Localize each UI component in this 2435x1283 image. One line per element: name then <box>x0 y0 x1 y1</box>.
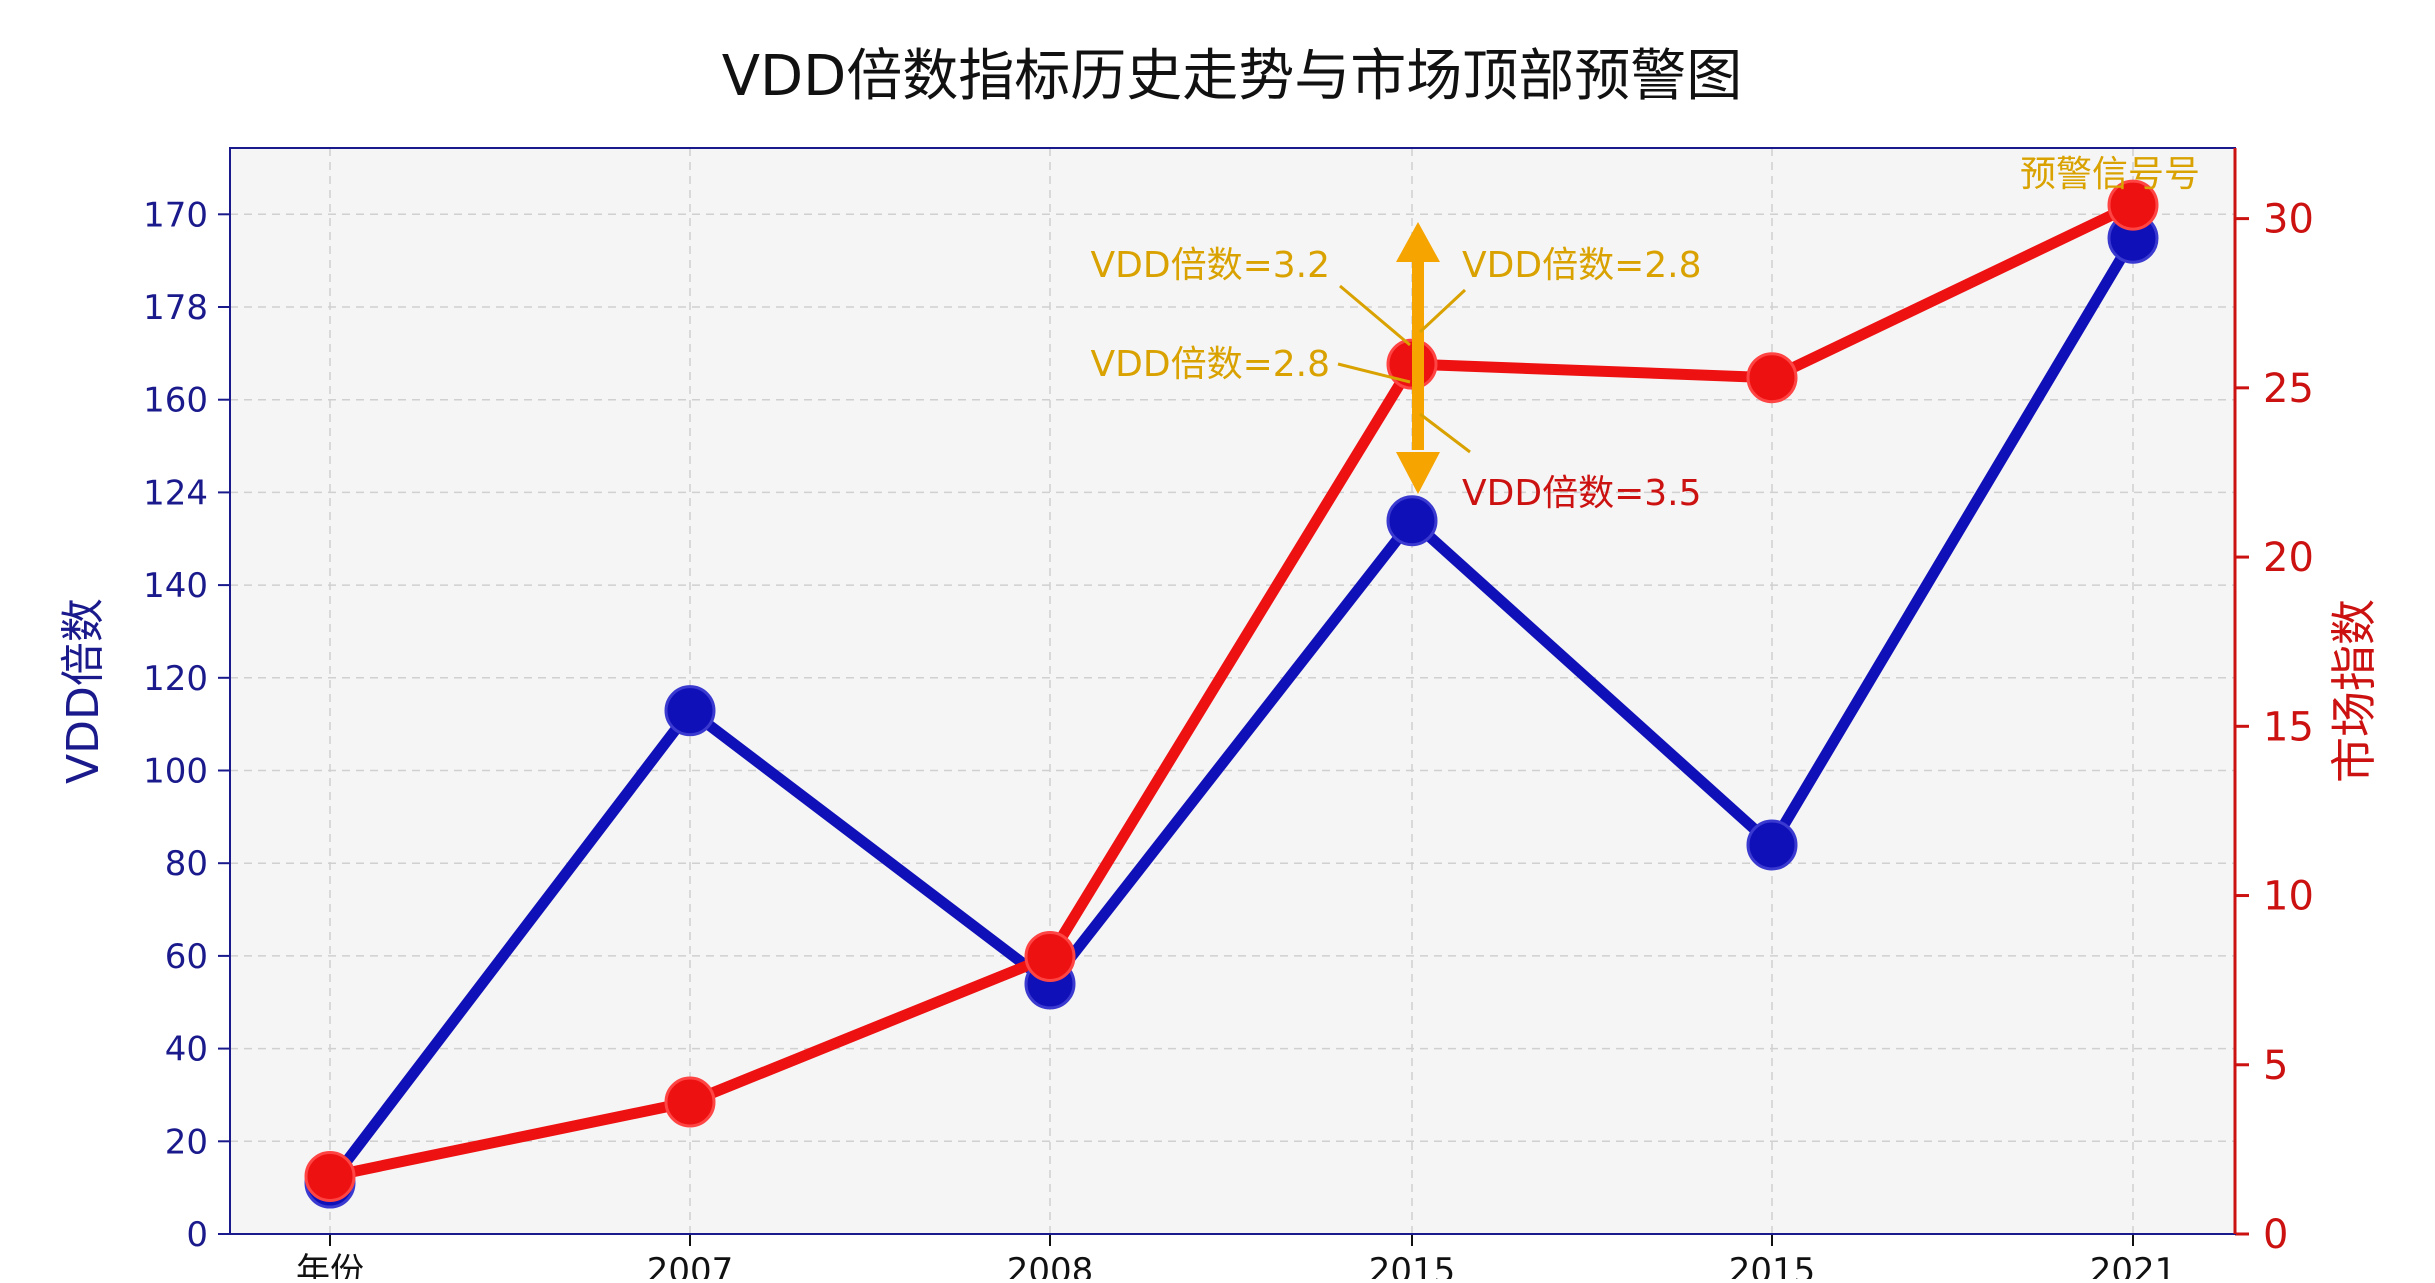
annotation-leader <box>1419 412 1471 454</box>
y-left-tick-label: 100 <box>143 752 208 792</box>
y-axis-left-ticks: 0 20 40 60 80 100 120 140 124 160 178 170 <box>143 195 230 1255</box>
x-tick-label: 2021 <box>2090 1251 2177 1279</box>
x-tick-label: 2007 <box>647 1251 734 1279</box>
y-right-tick-label: 0 <box>2263 1212 2288 1258</box>
series-1-point <box>664 1076 716 1128</box>
y-right-tick-label: 5 <box>2263 1043 2288 1089</box>
series-0-point <box>1386 495 1438 547</box>
y-left-tick-label: 160 <box>143 381 208 421</box>
x-tick-label: 年份 <box>296 1251 364 1279</box>
series-line-1 <box>324 199 2139 1182</box>
arrow-head-up <box>1396 222 1440 262</box>
y-right-tick-label: 25 <box>2263 366 2314 412</box>
annotation-leader <box>1339 284 1411 347</box>
y-left-tick-label: 170 <box>143 195 208 235</box>
annotation-label: VDD倍数=3.2 <box>1091 245 1331 286</box>
chart-title: VDD倍数指标历史走势与市场顶部预警图 <box>722 44 1743 109</box>
x-tick-label: 2015 <box>1729 1251 1816 1279</box>
series-1-point <box>1746 352 1798 404</box>
annotation-label: VDD倍数=2.8 <box>1091 344 1331 385</box>
y-right-tick-label: 30 <box>2263 197 2314 243</box>
series-line-0 <box>324 232 2139 1189</box>
annotation-label: 预警信号号 <box>2020 154 2200 195</box>
annotation-label: VDD倍数=3.5 <box>1462 473 1702 514</box>
series-0-point <box>1746 819 1798 871</box>
y-left-tick-label: 124 <box>143 473 208 513</box>
y-left-tick-label: 40 <box>165 1030 208 1070</box>
arrow-head-down <box>1396 452 1440 494</box>
y-left-tick-label: 80 <box>165 844 208 884</box>
y-axis-right-ticks: 0 5 10 15 20 25 30 <box>2235 197 2314 1258</box>
x-axis-ticks: 年份 2007 2008 2015 2015 2021 <box>296 1234 2177 1283</box>
y-right-tick-label: 10 <box>2263 874 2314 920</box>
x-tick-label: 2015 <box>1369 1251 1456 1279</box>
series-1-point <box>1024 930 1076 982</box>
annotation-leader <box>1337 362 1411 384</box>
x-tick-label: 2008 <box>1007 1251 1094 1279</box>
annotations: VDD倍数=3.2 VDD倍数=2.8 VDD倍数=2.8 VDD倍数=3.5 预警信号… <box>1091 154 2201 514</box>
y-left-tick-label: 120 <box>143 659 208 699</box>
series <box>304 179 2159 1209</box>
warning-arrow <box>1337 222 1471 494</box>
y-axis-left-label: VDD倍数 <box>58 598 109 784</box>
plot-background <box>230 148 2235 1234</box>
y-left-tick-label: 60 <box>165 937 208 977</box>
y-left-tick-label: 178 <box>143 288 208 328</box>
annotation-label: VDD倍数=2.8 <box>1462 245 1702 286</box>
series-1-point <box>2107 179 2159 231</box>
y-left-tick-label: 140 <box>143 566 208 606</box>
series-0-point <box>664 685 716 737</box>
series-1-point <box>304 1150 356 1202</box>
y-right-tick-label: 20 <box>2263 535 2314 581</box>
y-right-tick-label: 15 <box>2263 704 2314 750</box>
annotation-leader <box>1418 288 1467 334</box>
y-axis-right-label: 市场指数 <box>2327 599 2381 783</box>
y-left-tick-label: 20 <box>165 1122 208 1162</box>
y-left-tick-label: 0 <box>186 1215 208 1255</box>
